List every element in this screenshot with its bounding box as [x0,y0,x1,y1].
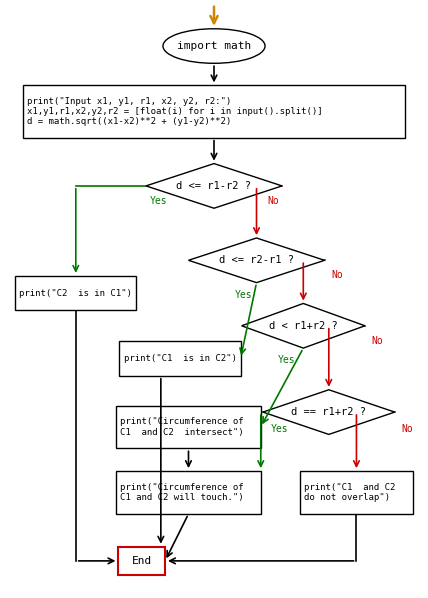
Text: d <= r1-r2 ?: d <= r1-r2 ? [176,181,252,191]
FancyBboxPatch shape [119,341,241,376]
Text: d <= r2-r1 ?: d <= r2-r1 ? [219,255,294,266]
FancyBboxPatch shape [15,276,137,310]
Text: No: No [268,196,279,206]
Text: print("Circumference of
C1  and C2  intersect"): print("Circumference of C1 and C2 inters… [120,417,244,437]
Text: import math: import math [177,41,251,51]
FancyBboxPatch shape [116,405,261,448]
Polygon shape [263,390,395,434]
FancyBboxPatch shape [23,86,405,138]
Text: Yes: Yes [277,355,295,365]
Text: No: No [401,424,413,434]
Text: print("C2  is in C1"): print("C2 is in C1") [19,289,132,298]
Text: d < r1+r2 ?: d < r1+r2 ? [269,321,338,331]
Polygon shape [242,303,365,348]
FancyBboxPatch shape [300,471,413,514]
Text: print("C1  and C2
do not overlap"): print("C1 and C2 do not overlap") [304,483,396,502]
Text: No: No [331,270,343,280]
Text: No: No [372,335,383,346]
Text: d == r1+r2 ?: d == r1+r2 ? [291,407,366,417]
Text: Yes: Yes [271,424,289,434]
Ellipse shape [163,29,265,63]
Polygon shape [146,164,282,208]
Text: End: End [131,556,152,566]
Text: print("Input x1, y1, r1, x2, y2, r2:")
x1,y1,r1,x2,y2,r2 = [float(i) for i in in: print("Input x1, y1, r1, x2, y2, r2:") x… [27,97,323,126]
FancyBboxPatch shape [116,471,261,514]
Text: Yes: Yes [150,196,167,206]
Text: Yes: Yes [235,289,253,300]
FancyBboxPatch shape [118,547,165,575]
Text: print("Circumference of
C1 and C2 will touch."): print("Circumference of C1 and C2 will t… [120,483,244,502]
Polygon shape [188,238,324,283]
Text: print("C1  is in C2"): print("C1 is in C2") [124,354,237,363]
